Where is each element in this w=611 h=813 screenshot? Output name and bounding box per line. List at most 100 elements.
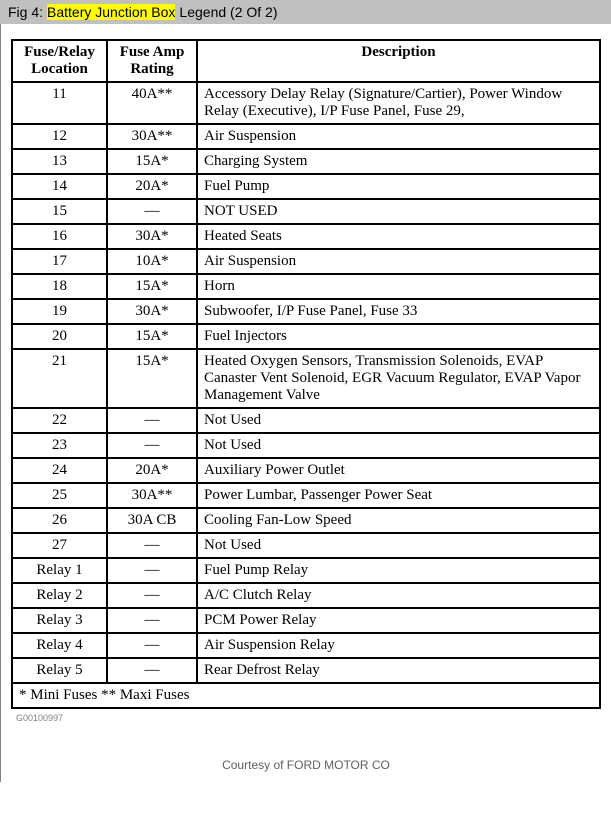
cell-description: Not Used	[197, 408, 600, 433]
table-row: 1710A*Air Suspension	[12, 249, 600, 274]
title-highlighted: Battery Junction Box	[47, 4, 175, 20]
table-row: 2630A CBCooling Fan-Low Speed	[12, 508, 600, 533]
cell-rating: —	[107, 199, 197, 224]
cell-rating: —	[107, 433, 197, 458]
cell-rating: 30A*	[107, 299, 197, 324]
cell-description: Subwoofer, I/P Fuse Panel, Fuse 33	[197, 299, 600, 324]
fuse-table: Fuse/Relay Location Fuse Amp Rating Desc…	[11, 39, 601, 709]
table-row: Relay 4—Air Suspension Relay	[12, 633, 600, 658]
cell-location: 12	[12, 124, 107, 149]
cell-location: 13	[12, 149, 107, 174]
cell-rating: —	[107, 408, 197, 433]
table-row: 1230A**Air Suspension	[12, 124, 600, 149]
cell-rating: 30A**	[107, 124, 197, 149]
cell-location: 23	[12, 433, 107, 458]
cell-description: Power Lumbar, Passenger Power Seat	[197, 483, 600, 508]
cell-location: Relay 4	[12, 633, 107, 658]
table-row: 22—Not Used	[12, 408, 600, 433]
cell-description: Not Used	[197, 533, 600, 558]
cell-rating: 40A**	[107, 82, 197, 124]
cell-description: PCM Power Relay	[197, 608, 600, 633]
courtesy-text: Courtesy of FORD MOTOR CO	[11, 758, 601, 772]
cell-rating: 20A*	[107, 458, 197, 483]
cell-description: Fuel Pump	[197, 174, 600, 199]
footnote-row: * Mini Fuses ** Maxi Fuses	[12, 683, 600, 708]
table-row: 2015A*Fuel Injectors	[12, 324, 600, 349]
cell-location: 26	[12, 508, 107, 533]
cell-description: Charging System	[197, 149, 600, 174]
header-location: Fuse/Relay Location	[12, 40, 107, 82]
table-row: Relay 3—PCM Power Relay	[12, 608, 600, 633]
cell-rating: 30A CB	[107, 508, 197, 533]
cell-location: Relay 3	[12, 608, 107, 633]
cell-rating: —	[107, 608, 197, 633]
table-row: 15—NOT USED	[12, 199, 600, 224]
cell-rating: 15A*	[107, 149, 197, 174]
cell-rating: 20A*	[107, 174, 197, 199]
cell-location: 17	[12, 249, 107, 274]
cell-rating: 15A*	[107, 349, 197, 408]
cell-description: Rear Defrost Relay	[197, 658, 600, 683]
cell-location: 19	[12, 299, 107, 324]
cell-location: 15	[12, 199, 107, 224]
cell-description: Accessory Delay Relay (Signature/Cartier…	[197, 82, 600, 124]
cell-rating: —	[107, 658, 197, 683]
content-wrapper: Fuse/Relay Location Fuse Amp Rating Desc…	[0, 24, 611, 782]
cell-location: 11	[12, 82, 107, 124]
title-prefix: Fig 4:	[8, 4, 43, 20]
cell-location: 21	[12, 349, 107, 408]
cell-rating: 10A*	[107, 249, 197, 274]
table-row: Relay 1—Fuel Pump Relay	[12, 558, 600, 583]
cell-location: Relay 2	[12, 583, 107, 608]
cell-rating: 30A**	[107, 483, 197, 508]
table-row: 2530A**Power Lumbar, Passenger Power Sea…	[12, 483, 600, 508]
cell-description: NOT USED	[197, 199, 600, 224]
cell-description: Air Suspension	[197, 249, 600, 274]
table-header-row: Fuse/Relay Location Fuse Amp Rating Desc…	[12, 40, 600, 82]
table-row: 27—Not Used	[12, 533, 600, 558]
cell-rating: —	[107, 558, 197, 583]
cell-location: 14	[12, 174, 107, 199]
footnote-text: * Mini Fuses ** Maxi Fuses	[12, 683, 600, 708]
cell-description: Horn	[197, 274, 600, 299]
cell-location: Relay 1	[12, 558, 107, 583]
cell-rating: —	[107, 533, 197, 558]
table-row: Relay 2—A/C Clutch Relay	[12, 583, 600, 608]
cell-description: Cooling Fan-Low Speed	[197, 508, 600, 533]
table-row: 2115A*Heated Oxygen Sensors, Transmissio…	[12, 349, 600, 408]
cell-location: 27	[12, 533, 107, 558]
title-suffix: Legend (2 Of 2)	[179, 4, 277, 20]
table-row: 1420A*Fuel Pump	[12, 174, 600, 199]
cell-description: Air Suspension Relay	[197, 633, 600, 658]
cell-description: Fuel Pump Relay	[197, 558, 600, 583]
header-rating: Fuse Amp Rating	[107, 40, 197, 82]
table-row: Relay 5—Rear Defrost Relay	[12, 658, 600, 683]
cell-description: Not Used	[197, 433, 600, 458]
table-row: 1815A*Horn	[12, 274, 600, 299]
cell-description: Auxiliary Power Outlet	[197, 458, 600, 483]
table-row: 1930A*Subwoofer, I/P Fuse Panel, Fuse 33	[12, 299, 600, 324]
cell-description: Air Suspension	[197, 124, 600, 149]
cell-rating: —	[107, 633, 197, 658]
cell-description: A/C Clutch Relay	[197, 583, 600, 608]
cell-rating: 15A*	[107, 274, 197, 299]
table-row: 2420A*Auxiliary Power Outlet	[12, 458, 600, 483]
header-description: Description	[197, 40, 600, 82]
cell-location: 18	[12, 274, 107, 299]
cell-location: 24	[12, 458, 107, 483]
table-row: 23—Not Used	[12, 433, 600, 458]
table-row: 1630A*Heated Seats	[12, 224, 600, 249]
cell-description: Fuel Injectors	[197, 324, 600, 349]
table-row: 1140A**Accessory Delay Relay (Signature/…	[12, 82, 600, 124]
cell-location: 16	[12, 224, 107, 249]
cell-description: Heated Seats	[197, 224, 600, 249]
cell-location: Relay 5	[12, 658, 107, 683]
cell-rating: —	[107, 583, 197, 608]
document-id: G00100997	[16, 713, 601, 723]
cell-description: Heated Oxygen Sensors, Transmission Sole…	[197, 349, 600, 408]
cell-location: 25	[12, 483, 107, 508]
table-row: 1315A*Charging System	[12, 149, 600, 174]
cell-rating: 30A*	[107, 224, 197, 249]
cell-location: 22	[12, 408, 107, 433]
cell-location: 20	[12, 324, 107, 349]
